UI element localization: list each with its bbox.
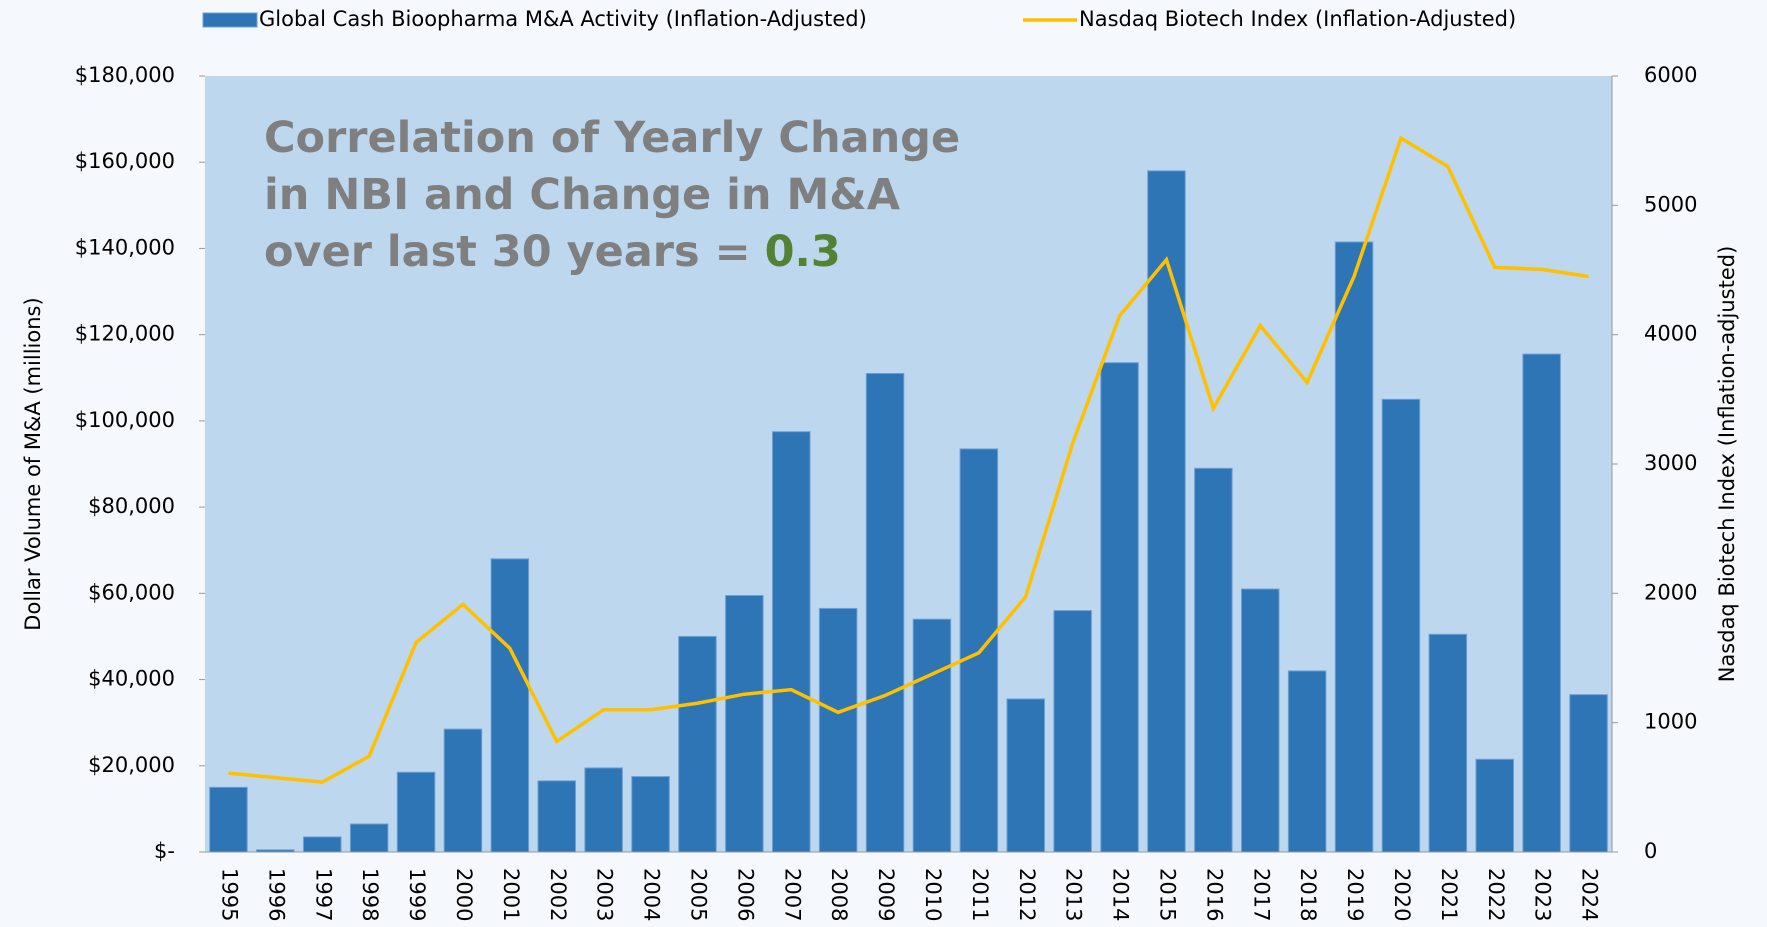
y-tick-label: $160,000 [75,149,175,173]
y2-tick-label: 6000 [1644,63,1697,87]
x-tick-label: 2015 [1155,868,1179,921]
x-tick-label: 1996 [264,868,288,921]
bar [771,431,811,853]
annotation-value: 0.3 [765,227,841,277]
x-tick-label: 2012 [1015,868,1039,921]
bar [537,780,577,853]
x-tick-label: 2011 [968,868,992,921]
bar [1475,758,1515,853]
y2-tick-label: 5000 [1644,192,1697,216]
x-tick-label: 2017 [1249,868,1273,921]
line-series [228,135,1589,784]
legend-swatch [202,12,258,28]
y-tick-label: $100,000 [75,408,175,432]
x-tick-label: 2006 [733,868,757,921]
y2-axis-label: Nasdaq Biotech Index (Inflation-adjusted… [1715,246,1739,683]
x-tick-label: 1995 [217,868,241,921]
x-tick-label: 2009 [874,868,898,921]
x-tick-label: 1999 [405,868,429,921]
annotation: Correlation of Yearly Change [264,113,960,163]
bar [1522,353,1561,853]
x-tick-label: 2005 [686,868,710,921]
bar [725,594,764,853]
x-tick-label: 2021 [1437,868,1461,921]
y-tick-label: $40,000 [88,667,175,691]
x-tick-label: 2010 [921,868,945,921]
y-tick-label: $180,000 [75,63,175,87]
bar [209,786,248,853]
x-tick-label: 2019 [1343,868,1367,921]
x-tick-label: 2004 [640,868,664,921]
x-tick-label: 2014 [1109,868,1133,921]
bar [490,558,530,853]
annotation: in NBI and Change in M&A [264,170,901,220]
bar [584,767,623,853]
bar [443,728,483,853]
bar [631,776,670,853]
x-tick-label: 2008 [827,868,851,921]
x-tick-label: 2000 [452,868,476,921]
x-tick-label: 2018 [1296,868,1320,921]
x-tick-label: 2007 [780,868,804,921]
legend-label: Global Cash Bioopharma M&A Activity (Inf… [259,7,867,31]
y2-tick-label: 3000 [1644,451,1697,475]
y2-tick-label: 0 [1644,839,1657,863]
y-tick-label: $- [154,839,175,863]
y-tick-label: $60,000 [88,580,175,604]
bar [349,823,389,853]
x-tick-label: 2020 [1390,868,1414,921]
x-tick-label: 2022 [1484,868,1508,921]
y-tick-label: $20,000 [88,753,175,777]
bar [1147,170,1186,853]
x-tick-label: 1997 [311,868,335,921]
annotation: over last 30 years = [264,227,751,277]
bar [1334,241,1374,853]
bar [1287,670,1327,853]
bar [1569,694,1608,853]
bar [302,836,342,853]
y2-tick-label: 4000 [1644,322,1697,346]
bar [912,618,952,853]
x-tick-label: 1998 [358,868,382,921]
y-tick-label: $120,000 [75,322,175,346]
bar [678,635,717,853]
y-axis-label: Dollar Volume of M&A (millions) [21,297,45,630]
legend-label: Nasdaq Biotech Index (Inflation-Adjusted… [1079,7,1516,31]
bar [1428,633,1468,853]
y2-tick-label: 1000 [1644,710,1697,734]
bar [818,607,858,853]
bar [865,372,905,853]
bar [396,771,436,853]
bar [1194,467,1233,853]
y-tick-label: $80,000 [88,494,175,518]
y-tick-label: $140,000 [75,235,175,259]
y2-tick-label: 2000 [1644,580,1697,604]
x-tick-label: 2001 [499,868,523,921]
x-tick-label: 2003 [593,868,617,921]
x-tick-label: 2023 [1531,868,1555,921]
bar [1381,398,1421,853]
x-tick-label: 2016 [1202,868,1226,921]
x-tick-label: 2002 [546,868,570,921]
bar [1240,588,1280,853]
bar [1053,610,1092,853]
x-tick-label: 2013 [1062,868,1086,921]
x-tick-label: 2024 [1578,868,1602,921]
bar [1006,698,1046,853]
bar [1100,362,1139,853]
